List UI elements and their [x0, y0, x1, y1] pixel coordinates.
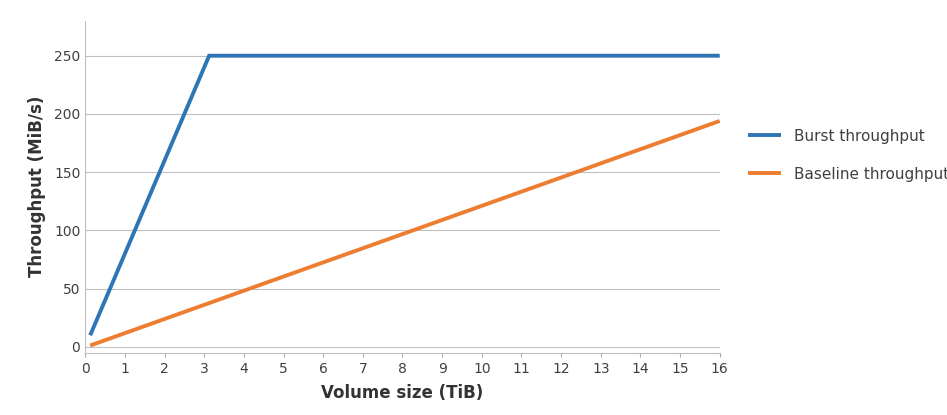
- X-axis label: Volume size (TiB): Volume size (TiB): [321, 384, 484, 402]
- Burst throughput: [204, 53, 215, 58]
- Burst throughput: [714, 53, 725, 58]
- Burst throughput: [84, 333, 96, 338]
- Line: Burst throughput: Burst throughput: [90, 56, 720, 335]
- Y-axis label: Throughput (MiB/s): Throughput (MiB/s): [27, 96, 45, 278]
- Legend: Burst throughput, Baseline throughput: Burst throughput, Baseline throughput: [740, 121, 947, 190]
